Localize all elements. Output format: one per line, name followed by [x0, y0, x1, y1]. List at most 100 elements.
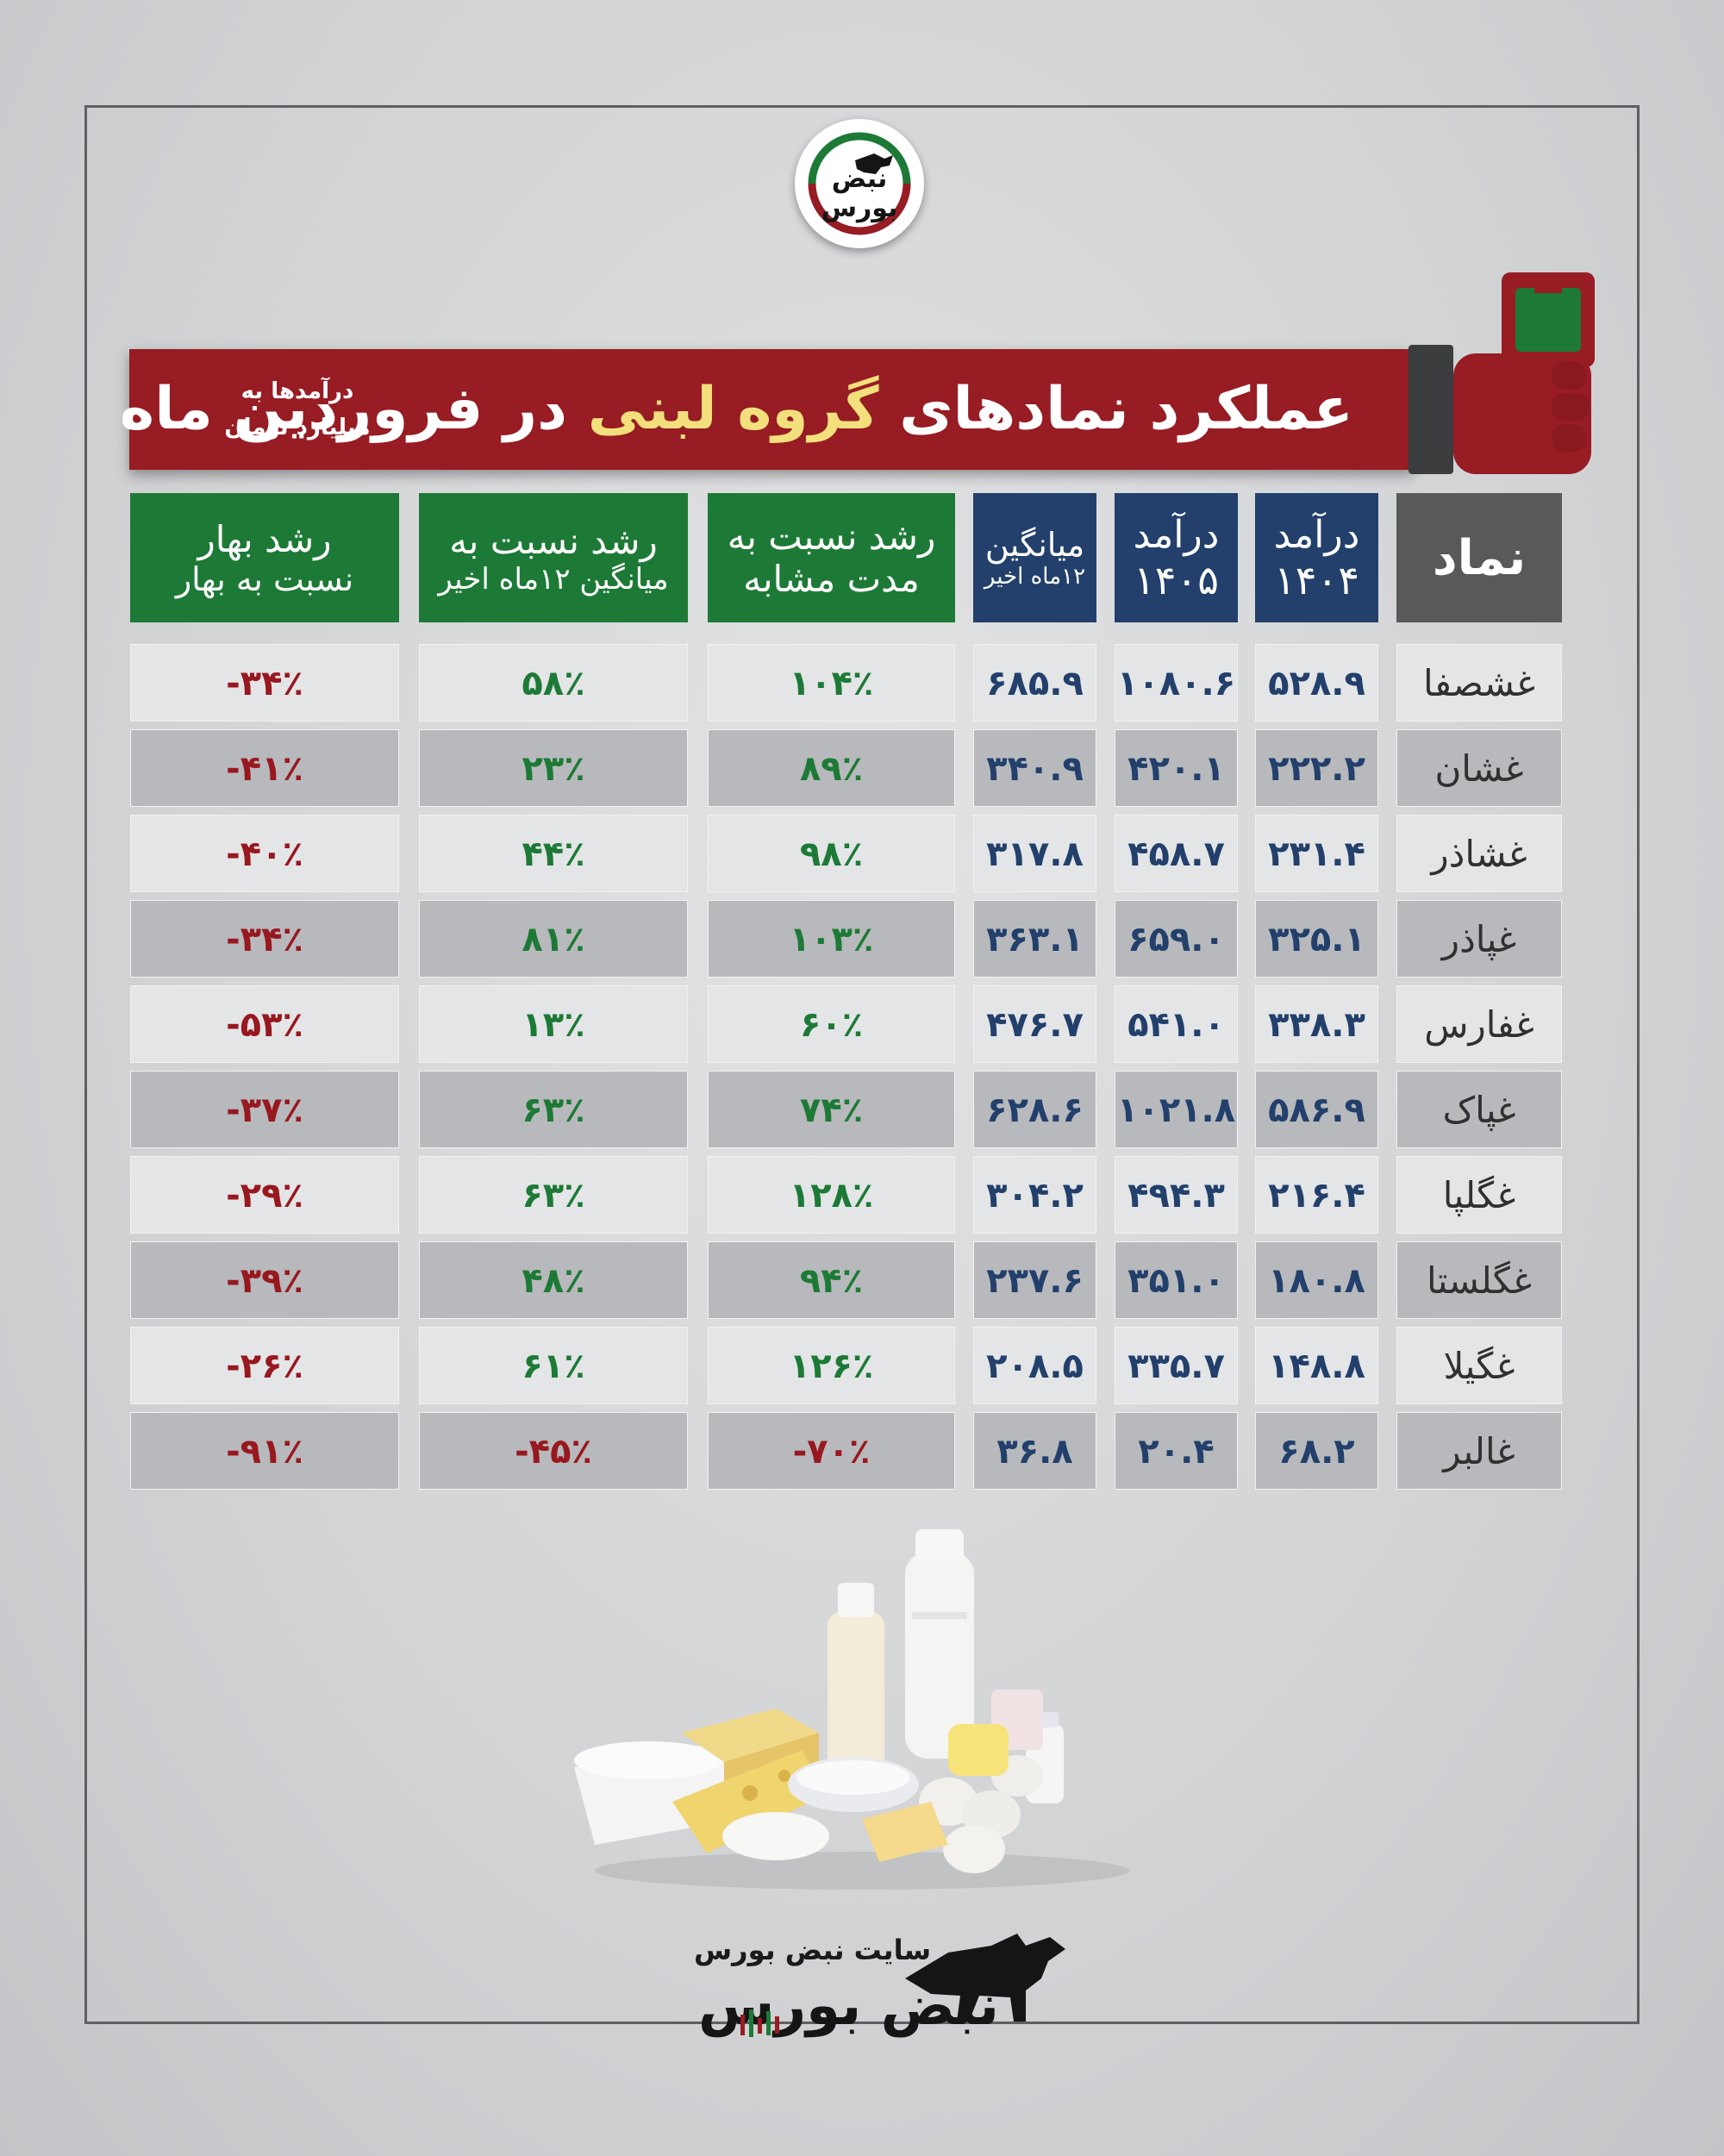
page-title: عملکرد نمادهای گروه لبنی در فروردین ماه: [120, 349, 1353, 470]
cell-symbol: غگلستا: [1396, 1241, 1562, 1319]
cell-growth-vs-average: ۴۸٪: [419, 1241, 688, 1319]
cell-growth-spring: -۳۴٪: [130, 644, 399, 722]
dairy-products-illustration: [574, 1529, 1129, 1890]
cell-revenue-1404: ۲۲۲.۲: [1255, 729, 1378, 807]
cell-growth-same-period: ۱۰۴٪: [708, 644, 955, 722]
title-banner: عملکرد نمادهای گروه لبنی در فروردین ماه …: [120, 349, 1414, 470]
pulse-bars-icon: [740, 2009, 779, 2037]
cell-average: ۶۲۸.۶: [973, 1071, 1096, 1148]
column-header-average-line2: ۱۲ماه اخیر: [984, 564, 1086, 590]
cell-growth-same-period: ۷۴٪: [708, 1071, 955, 1148]
cell-revenue-1405: ۴۲۰.۱: [1115, 729, 1238, 807]
cell-average: ۳۶۳.۱: [973, 900, 1096, 978]
cell-growth-same-period: -۷۰٪: [708, 1412, 955, 1490]
cell-growth-same-period: ۱۲۸٪: [708, 1156, 955, 1234]
cell-symbol: غپاذر: [1396, 900, 1562, 978]
cell-average: ۳۶.۸: [973, 1412, 1096, 1490]
cell-revenue-1405: ۴۵۸.۷: [1115, 815, 1238, 892]
cell-growth-vs-average: ۲۳٪: [419, 729, 688, 807]
cell-revenue-1405: ۱۰۲۱.۸: [1115, 1071, 1238, 1148]
cell-revenue-1404: ۶۸.۲: [1255, 1412, 1378, 1490]
column-header-symbol-label: نماد: [1432, 529, 1527, 586]
cell-revenue-1405: ۳۳۵.۷: [1115, 1327, 1238, 1404]
cell-growth-vs-average: ۶۳٪: [419, 1071, 688, 1148]
banner-cuff: [1409, 345, 1453, 474]
footer-brand: سایت نبض بورس نبض بورس: [690, 1927, 1086, 2047]
cell-growth-spring: -۹۱٪: [130, 1412, 399, 1490]
title-suffix: در فروردین ماه: [120, 375, 588, 443]
cell-growth-same-period: ۹۴٪: [708, 1241, 955, 1319]
column-header-revenue-1404-line1: درآمد: [1273, 512, 1360, 557]
cell-growth-spring: -۵۳٪: [130, 985, 399, 1063]
cell-revenue-1405: ۱۰۸۰.۶: [1115, 644, 1238, 722]
cell-symbol: غشان: [1396, 729, 1562, 807]
cell-growth-spring: -۳۷٪: [130, 1071, 399, 1148]
cell-average: ۳۰۴.۲: [973, 1156, 1096, 1234]
cell-growth-vs-average: ۶۱٪: [419, 1327, 688, 1404]
column-header-revenue-1405-line2: ۱۴۰۵: [1134, 556, 1219, 603]
cell-growth-spring: -۴۰٪: [130, 815, 399, 892]
cell-revenue-1405: ۳۵۱.۰: [1115, 1241, 1238, 1319]
cell-revenue-1405: ۴۹۴.۳: [1115, 1156, 1238, 1234]
cell-revenue-1404: ۳۳۸.۳: [1255, 985, 1378, 1063]
cell-revenue-1404: ۱۸۰.۸: [1255, 1241, 1378, 1319]
cell-revenue-1404: ۲۱۶.۴: [1255, 1156, 1378, 1234]
logo-ring-icon: [799, 123, 920, 244]
title-highlight: گروه لبنی: [587, 375, 879, 443]
bull-icon: [905, 1934, 1065, 2022]
column-header-growth-spring-line2: نسبت به بهار: [175, 559, 354, 598]
cell-average: ۴۷۶.۷: [973, 985, 1096, 1063]
cell-revenue-1405: ۲۰.۴: [1115, 1412, 1238, 1490]
cell-growth-vs-average: ۴۴٪: [419, 815, 688, 892]
cell-symbol: غشصفا: [1396, 644, 1562, 722]
column-header-growth-spring: رشد بهار نسبت به بهار: [130, 493, 399, 622]
column-header-growth-vs-average-line2: میانگین ۱۲ماه اخیر: [438, 561, 669, 597]
cell-growth-vs-average: -۴۵٪: [419, 1412, 688, 1490]
cell-revenue-1404: ۱۴۸.۸: [1255, 1327, 1378, 1404]
cell-growth-spring: -۲۹٪: [130, 1156, 399, 1234]
column-header-average: میانگین ۱۲ماه اخیر: [973, 493, 1096, 622]
cell-average: ۳۴۰.۹: [973, 729, 1096, 807]
column-header-average-line1: میانگین: [984, 526, 1085, 564]
cell-average: ۲۰۸.۵: [973, 1327, 1096, 1404]
cell-growth-vs-average: ۸۱٪: [419, 900, 688, 978]
column-header-growth-same-period-line1: رشد نسبت به: [727, 516, 936, 558]
unit-note: درآمدها به میلیارد تومان: [203, 373, 392, 446]
logo-word-top: نبض: [831, 164, 888, 194]
column-header-revenue-1404-line2: ۱۴۰۴: [1274, 556, 1359, 603]
cell-growth-same-period: ۱۰۳٪: [708, 900, 955, 978]
cell-revenue-1404: ۲۳۱.۴: [1255, 815, 1378, 892]
cell-revenue-1405: ۵۴۱.۰: [1115, 985, 1238, 1063]
cell-average: ۳۱۷.۸: [973, 815, 1096, 892]
cell-symbol: غفارس: [1396, 985, 1562, 1063]
cell-growth-vs-average: ۱۳٪: [419, 985, 688, 1063]
unit-note-line2: میلیارد تومان: [224, 415, 371, 441]
column-header-revenue-1405: درآمد ۱۴۰۵: [1115, 493, 1238, 622]
cell-average: ۶۸۵.۹: [973, 644, 1096, 722]
cell-symbol: غالبر: [1396, 1412, 1562, 1490]
cell-growth-spring: -۲۶٪: [130, 1327, 399, 1404]
brand-logo: نبض بورس: [795, 119, 924, 248]
cell-symbol: غپاک: [1396, 1071, 1562, 1148]
cell-growth-same-period: ۸۹٪: [708, 729, 955, 807]
cell-growth-same-period: ۶۰٪: [708, 985, 955, 1063]
column-header-growth-same-period-line2: مدت مشابه: [743, 558, 920, 600]
cell-symbol: غگلپا: [1396, 1156, 1562, 1234]
footer-site-label: سایت نبض بورس: [694, 1934, 932, 1966]
outer-frame: [84, 105, 1640, 2024]
cell-revenue-1405: ۶۵۹.۰: [1115, 900, 1238, 978]
logo-word-bottom: بورس: [821, 193, 898, 223]
cell-growth-vs-average: ۵۸٪: [419, 644, 688, 722]
cell-symbol: غگیلا: [1396, 1327, 1562, 1404]
title-prefix: عملکرد نمادهای: [878, 375, 1353, 443]
cell-revenue-1404: ۵۸۶.۹: [1255, 1071, 1378, 1148]
fist-holding-meter-icon: [1453, 272, 1595, 474]
cell-growth-same-period: ۱۲۶٪: [708, 1327, 955, 1404]
column-header-growth-same-period: رشد نسبت به مدت مشابه: [708, 493, 955, 622]
column-header-growth-vs-average: رشد نسبت به میانگین ۱۲ماه اخیر: [419, 493, 688, 622]
cell-growth-vs-average: ۶۳٪: [419, 1156, 688, 1234]
cell-growth-spring: -۳۴٪: [130, 900, 399, 978]
column-header-revenue-1404: درآمد ۱۴۰۴: [1255, 493, 1378, 622]
cell-growth-spring: -۴۱٪: [130, 729, 399, 807]
column-header-revenue-1405-line1: درآمد: [1133, 512, 1220, 557]
